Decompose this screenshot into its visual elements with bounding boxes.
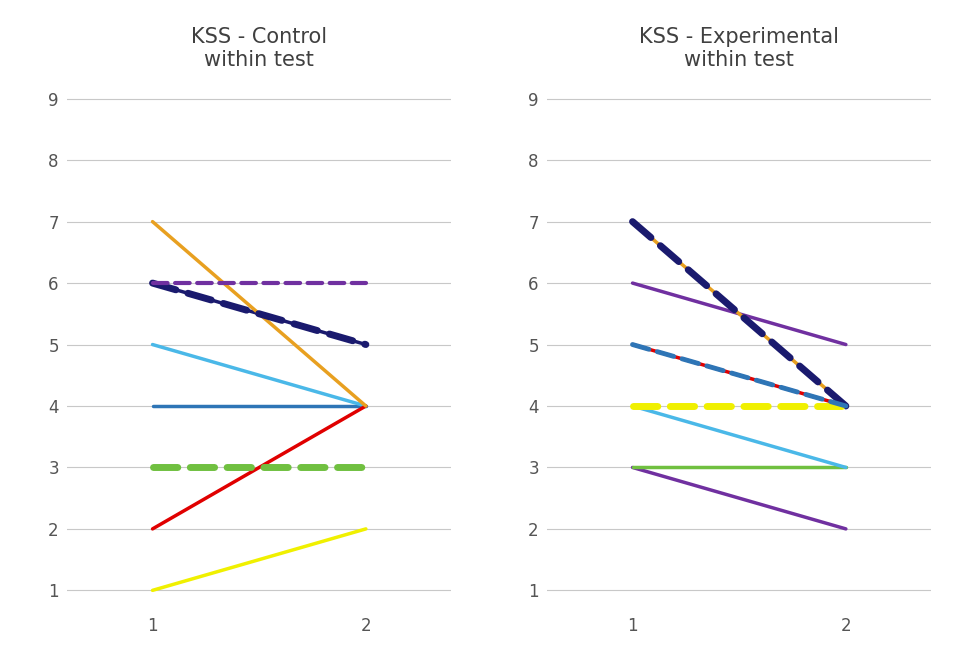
- Title: KSS - Control
within test: KSS - Control within test: [191, 27, 327, 70]
- Title: KSS - Experimental
within test: KSS - Experimental within test: [639, 27, 839, 70]
